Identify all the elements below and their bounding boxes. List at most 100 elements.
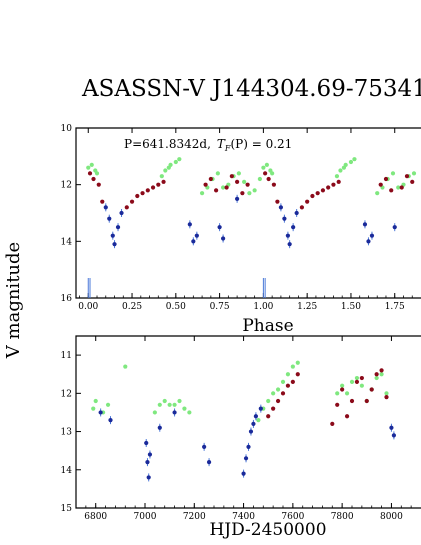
time-data-point (145, 460, 150, 465)
phase-data-point (247, 191, 252, 196)
time-data-point (91, 406, 96, 411)
time-data-point (354, 375, 360, 381)
phase-data-point (94, 171, 100, 176)
phase-data-point (410, 179, 415, 184)
phase-data-point (348, 159, 354, 165)
phase-panel: P=641.8342d, TF(P) = 0.21 Phase 0.00 0.25 0… (61, 124, 421, 336)
time-data-point (98, 410, 103, 415)
phase-x-tick-label: 0.75 (210, 302, 230, 312)
phase-data-point (326, 185, 331, 190)
time-data-point (93, 398, 98, 404)
phase-x-tick-label: 0.00 (78, 302, 98, 312)
phase-data-point (103, 205, 108, 210)
phase-data-point (89, 162, 94, 167)
phase-data-point (217, 225, 222, 230)
phase-x-tick-label: 1.25 (297, 302, 317, 312)
phase-data-point (389, 188, 394, 193)
phase-data-point (392, 225, 397, 230)
time-data-point (243, 456, 249, 461)
phase-data-point (112, 242, 117, 247)
phase-data-point (320, 188, 326, 193)
time-data-point (280, 379, 286, 384)
phase-data-point (343, 162, 348, 167)
phase-data-point (390, 171, 396, 176)
phase-data-point (266, 176, 271, 182)
phase-data-point (224, 185, 229, 190)
time-data-point (246, 444, 251, 449)
phase-data-point (159, 174, 164, 179)
phase-data-point (264, 162, 269, 167)
phase-data-point (338, 168, 343, 173)
time-data-point (384, 395, 389, 400)
phase-data-point (215, 171, 220, 176)
phase-data-point (119, 210, 124, 216)
time-data-point (354, 379, 360, 384)
phase-data-point (315, 191, 320, 196)
figure-title: ASASSN-V J144304.69-753418 (81, 76, 421, 102)
time-data-point (108, 417, 113, 423)
phase-data-point (242, 179, 247, 184)
phase-data-point (124, 205, 129, 210)
phase-data-point (310, 193, 315, 199)
phase-data-point (287, 242, 292, 247)
phase-data-point (282, 216, 287, 221)
phase-data-point (140, 191, 145, 196)
time-data-point (359, 383, 364, 388)
phase-data-point (299, 205, 305, 210)
time-data-point (344, 414, 350, 419)
time-data-point (389, 425, 394, 430)
time-y-tick-label: 14 (61, 466, 73, 476)
phase-data-point (156, 182, 161, 187)
phase-data-point (336, 179, 341, 184)
phase-data-point (129, 199, 135, 204)
time-data-point (295, 360, 300, 365)
time-data-point (146, 475, 151, 480)
phase-data-point (399, 185, 404, 190)
time-data-point (187, 410, 192, 415)
phase-data-point (404, 174, 410, 179)
phase-data-point (235, 179, 240, 184)
phase-data-point (221, 236, 226, 241)
phase-data-point (305, 199, 310, 204)
time-x-tick-label: 7000 (134, 512, 157, 522)
phase-data-point (163, 168, 168, 173)
time-data-point (391, 433, 396, 438)
time-data-point (241, 471, 246, 476)
time-data-point (271, 391, 276, 396)
phase-data-point (214, 188, 219, 193)
phase-data-point (135, 193, 140, 199)
time-data-point (172, 410, 177, 415)
time-data-point (152, 410, 157, 415)
phase-data-point (240, 191, 245, 196)
y-axis-label: V magnitude (3, 242, 24, 359)
time-data-point (253, 414, 258, 419)
time-data-point (280, 391, 286, 396)
time-data-point (369, 387, 374, 392)
phase-data-point (115, 225, 121, 230)
phase-data-point (191, 239, 196, 244)
phase-data-point (203, 182, 208, 187)
phase-data-point (235, 196, 240, 201)
time-data-point (172, 402, 177, 407)
phase-y-tick-label: 12 (61, 181, 72, 191)
time-data-point (162, 398, 167, 404)
phase-data-point (257, 176, 262, 182)
phase-data-point (271, 182, 276, 187)
time-axes-frame (75, 335, 421, 509)
phase-data-point (261, 165, 266, 170)
phase-data-point (396, 185, 401, 190)
time-data-point (290, 379, 295, 384)
time-data-point (256, 417, 261, 423)
time-x-tick-label: 8000 (380, 512, 403, 522)
period-annotation: P=641.8342d, TF(P) = 0.21 (124, 137, 292, 153)
phase-data-point (334, 174, 340, 179)
time-data-point (248, 429, 254, 434)
time-x-tick-label: 6800 (84, 512, 107, 522)
time-data-point (285, 372, 291, 377)
time-data-point (384, 391, 389, 396)
phase-data-point (275, 199, 280, 204)
time-data-point (266, 398, 271, 404)
time-data-point (258, 406, 263, 411)
phase-data-point (278, 205, 283, 210)
